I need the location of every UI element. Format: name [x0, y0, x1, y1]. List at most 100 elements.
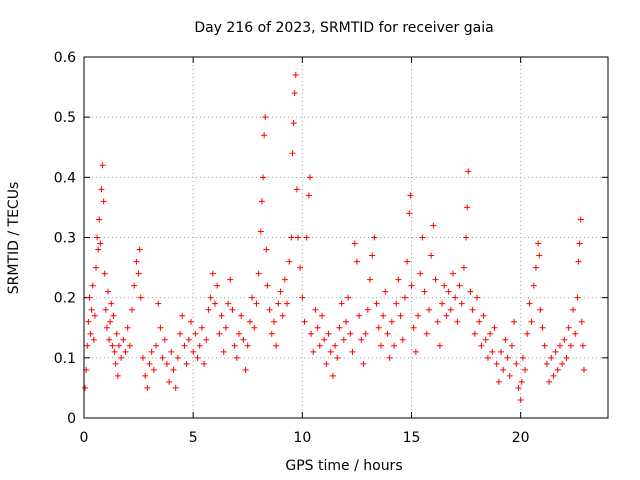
data-point — [231, 342, 238, 349]
data-point — [105, 288, 112, 295]
data-point — [135, 270, 142, 277]
data-point — [183, 360, 190, 367]
data-point — [97, 240, 104, 247]
data-point — [101, 270, 108, 277]
data-point — [580, 366, 587, 373]
data-point — [572, 330, 579, 337]
data-point — [465, 168, 472, 175]
data-point — [166, 378, 173, 385]
x-tick-label: 0 — [80, 430, 89, 446]
data-point — [406, 210, 413, 217]
data-point — [356, 312, 363, 319]
data-point — [460, 264, 467, 271]
data-point — [187, 318, 194, 325]
data-point — [550, 372, 557, 379]
data-point — [279, 312, 286, 319]
y-tick-label: 0 — [67, 411, 76, 427]
data-point — [528, 318, 535, 325]
data-point — [244, 342, 251, 349]
data-point — [570, 306, 577, 313]
data-point — [303, 234, 310, 241]
data-point — [471, 330, 478, 337]
data-point — [86, 294, 93, 301]
data-point — [148, 348, 155, 355]
data-point — [484, 354, 491, 361]
data-point — [395, 276, 402, 283]
data-point — [577, 216, 584, 223]
grid-lines — [84, 57, 608, 418]
data-point — [399, 336, 406, 343]
axis-ticks: 0 0.1 0.2 0.3 0.4 0.5 0.6 0 5 10 15 20 — [54, 50, 608, 446]
data-point — [393, 300, 400, 307]
data-point — [343, 318, 349, 325]
data-point — [194, 354, 201, 361]
data-point — [386, 354, 393, 361]
data-point — [347, 330, 354, 337]
data-point — [209, 270, 216, 277]
data-point — [373, 300, 380, 307]
data-point — [397, 312, 404, 319]
x-tick-label: 20 — [512, 430, 530, 446]
data-point — [87, 330, 94, 337]
data-point — [464, 204, 471, 211]
data-point — [518, 378, 525, 385]
data-point — [532, 264, 539, 271]
data-point — [93, 264, 100, 271]
data-point — [543, 360, 550, 367]
data-point — [548, 354, 555, 361]
data-point — [220, 348, 227, 355]
data-point — [201, 360, 208, 367]
data-point — [349, 348, 356, 355]
data-point — [561, 336, 568, 343]
data-point — [120, 336, 127, 343]
x-axis-label: GPS time / hours — [285, 458, 402, 474]
data-point — [95, 246, 102, 253]
data-point — [261, 132, 268, 139]
data-point — [522, 366, 529, 373]
data-point — [84, 342, 91, 349]
data-point — [96, 216, 103, 223]
data-point — [264, 282, 271, 289]
data-point — [262, 114, 269, 121]
data-point — [98, 186, 105, 193]
data-point — [417, 270, 424, 277]
data-point — [447, 306, 454, 313]
data-point — [541, 342, 548, 349]
data-point — [100, 198, 107, 205]
data-point — [338, 300, 345, 307]
data-point — [432, 276, 439, 283]
data-point — [275, 300, 282, 307]
data-point — [181, 342, 188, 349]
data-point — [362, 330, 369, 337]
data-point — [107, 318, 114, 325]
data-point — [329, 372, 336, 379]
data-point — [445, 288, 452, 295]
data-point — [225, 300, 232, 307]
data-point — [380, 312, 387, 319]
x-tick-label: 10 — [293, 430, 311, 446]
data-point — [493, 360, 500, 367]
data-point — [131, 282, 138, 289]
data-point — [257, 228, 264, 235]
data-point — [142, 372, 149, 379]
data-point — [469, 306, 476, 313]
data-point — [489, 348, 496, 355]
data-point — [157, 324, 164, 331]
data-point — [578, 318, 585, 325]
data-point — [115, 342, 122, 349]
data-point — [526, 300, 533, 307]
data-point — [246, 318, 253, 325]
data-point — [90, 336, 97, 343]
data-point — [207, 294, 214, 301]
data-point — [345, 294, 352, 301]
data-point — [251, 324, 258, 331]
data-point — [552, 348, 559, 355]
data-point — [99, 162, 106, 169]
data-point — [236, 330, 243, 337]
data-point — [439, 300, 446, 307]
data-point — [519, 354, 526, 361]
data-point — [371, 234, 378, 241]
data-point — [428, 252, 435, 259]
data-point — [137, 294, 144, 301]
